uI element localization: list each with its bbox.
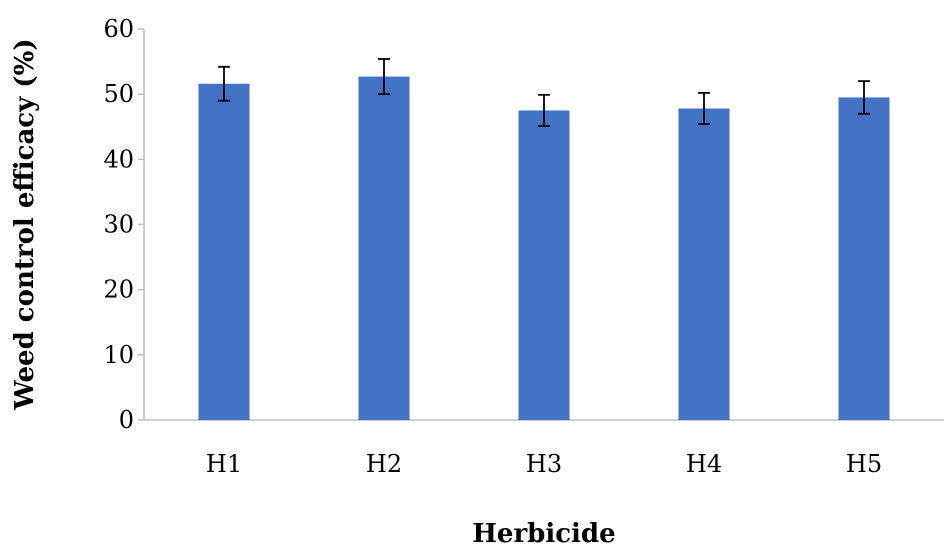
error-bar-h4 — [698, 91, 710, 126]
bar-h5 — [838, 97, 890, 421]
bar-h4 — [678, 108, 730, 421]
error-bars — [218, 58, 870, 127]
y-tick-label: 10 — [103, 341, 134, 369]
x-axis-title: Herbicide — [472, 519, 615, 547]
error-bar-h5 — [858, 80, 870, 115]
bars — [198, 76, 890, 421]
y-tick-labels: 0 10 20 30 40 50 60 — [103, 15, 144, 434]
x-tick-label-h5: H5 — [846, 450, 882, 478]
y-tick-label: 40 — [103, 145, 134, 173]
error-bar-h2 — [378, 58, 390, 96]
y-tick-label: 50 — [103, 80, 134, 108]
bar-h3 — [518, 110, 570, 420]
y-tick-label: 0 — [119, 406, 134, 434]
y-tick-label: 30 — [103, 211, 134, 239]
y-tick-label: 20 — [103, 276, 134, 304]
error-bar-h1 — [218, 65, 230, 102]
error-bar-h3 — [538, 93, 550, 127]
x-tick-label-h2: H2 — [366, 450, 402, 478]
x-tick-label-h4: H4 — [686, 450, 722, 478]
x-tick-labels: H1 H2 H3 H4 H5 — [206, 450, 882, 478]
y-tick-label: 60 — [103, 15, 134, 43]
bar-h1 — [198, 83, 250, 421]
y-axis-title: Weed control efficacy (%) — [10, 38, 40, 410]
bar-h2 — [358, 76, 410, 421]
x-tick-label-h3: H3 — [526, 450, 562, 478]
x-tick-label-h1: H1 — [206, 450, 242, 478]
